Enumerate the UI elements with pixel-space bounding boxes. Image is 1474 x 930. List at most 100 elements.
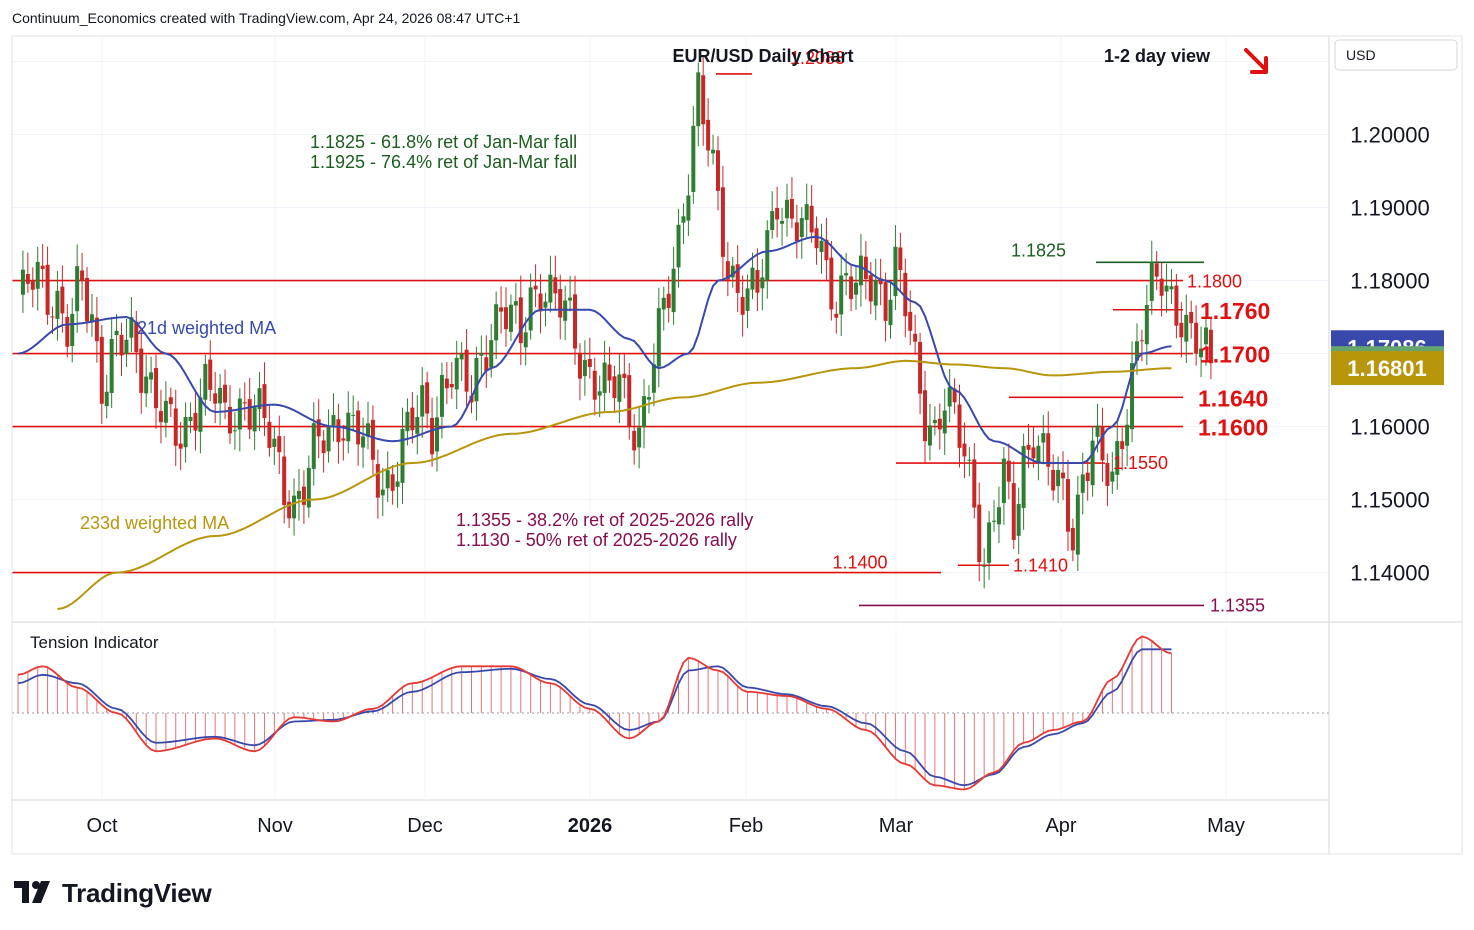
candle-body bbox=[883, 282, 888, 321]
candle-body bbox=[987, 522, 992, 563]
candle-body bbox=[661, 297, 666, 310]
candle-body bbox=[518, 297, 523, 344]
candle-body bbox=[400, 429, 405, 483]
candle-body bbox=[351, 414, 356, 416]
candle-body bbox=[218, 387, 223, 404]
candle-body bbox=[794, 222, 799, 242]
candle-body bbox=[829, 257, 834, 310]
candle-body bbox=[395, 481, 400, 487]
candle-body bbox=[439, 374, 444, 417]
candle-body bbox=[696, 72, 701, 127]
ma-label: 21d weighted MA bbox=[137, 318, 276, 338]
candle-body bbox=[454, 357, 459, 390]
tradingview-brand[interactable]: TradingView bbox=[14, 876, 212, 910]
candle-body bbox=[390, 474, 395, 491]
candle-body bbox=[577, 352, 582, 379]
candle-body bbox=[168, 397, 173, 405]
candle-body bbox=[1001, 458, 1006, 503]
candle-body bbox=[134, 321, 139, 353]
candle-body bbox=[375, 464, 380, 498]
candle-body bbox=[863, 256, 868, 279]
time-tick-label: Nov bbox=[257, 815, 293, 837]
candle-body bbox=[528, 287, 533, 331]
candle-body bbox=[1134, 341, 1139, 361]
candle-body bbox=[1031, 447, 1036, 459]
candle-body bbox=[932, 420, 937, 424]
candle-body bbox=[420, 385, 425, 417]
time-tick-label: Mar bbox=[879, 815, 914, 837]
candle-body bbox=[361, 436, 366, 448]
candle-body bbox=[173, 408, 178, 446]
candle-body bbox=[646, 397, 651, 400]
candle-body bbox=[1095, 425, 1100, 437]
candle-body bbox=[144, 376, 149, 394]
candle-body bbox=[952, 388, 957, 403]
candle-body bbox=[504, 307, 509, 330]
time-tick-label: Oct bbox=[86, 815, 118, 837]
tension-fast-line bbox=[17, 635, 1172, 791]
candle-body bbox=[499, 307, 504, 312]
candle-body bbox=[183, 417, 188, 448]
candles bbox=[20, 56, 1213, 589]
candle-body bbox=[1120, 441, 1125, 450]
chart-attribution: Continuum_Economics created with Trading… bbox=[12, 10, 521, 26]
candle-body bbox=[30, 281, 35, 290]
candle-body bbox=[1070, 527, 1075, 551]
candle-body bbox=[1026, 444, 1031, 450]
tension-indicator bbox=[12, 635, 1329, 791]
candle-body bbox=[1006, 460, 1011, 482]
candle-body bbox=[163, 400, 168, 423]
brand-name: TradingView bbox=[62, 877, 212, 908]
candle-body bbox=[380, 489, 385, 496]
price-tick-label: 1.14000 bbox=[1350, 561, 1430, 586]
candle-body bbox=[282, 456, 287, 506]
candle-body bbox=[957, 404, 962, 448]
candle-body bbox=[435, 417, 439, 452]
time-tick-label: 2026 bbox=[568, 815, 613, 837]
price-axis[interactable]: 1.210001.200001.190001.180001.170001.160… bbox=[1331, 39, 1458, 586]
price-tag-label: 1.16801 bbox=[1347, 356, 1427, 381]
candle-body bbox=[1203, 327, 1208, 345]
candle-body bbox=[839, 275, 844, 315]
candle-body bbox=[893, 246, 898, 297]
candle-body bbox=[671, 268, 676, 313]
candle-body bbox=[637, 427, 642, 448]
candle-body bbox=[898, 247, 903, 271]
candle-body bbox=[720, 187, 725, 257]
candle-body bbox=[65, 317, 70, 347]
candle-body bbox=[1199, 348, 1204, 358]
candle-body bbox=[75, 266, 80, 312]
candle-body bbox=[513, 301, 518, 306]
candle-body bbox=[346, 412, 351, 442]
candle-body bbox=[296, 490, 301, 499]
moving-averages bbox=[17, 235, 1172, 610]
candle-body bbox=[336, 419, 341, 443]
tradingview-logo-icon bbox=[14, 881, 50, 903]
candle-body bbox=[602, 362, 607, 393]
candle-body bbox=[306, 467, 311, 508]
level-label: 1.1700 bbox=[1200, 342, 1270, 368]
candle-body bbox=[316, 419, 321, 437]
candle-body bbox=[489, 340, 494, 368]
candle-body bbox=[139, 348, 144, 393]
candle-body bbox=[365, 423, 370, 437]
candle-body bbox=[341, 438, 346, 441]
candle-body bbox=[553, 277, 558, 294]
chart-frame bbox=[11, 35, 1463, 855]
time-tick-label: May bbox=[1207, 815, 1245, 837]
candle-body bbox=[765, 230, 770, 281]
candle-body bbox=[962, 443, 967, 457]
candle-body bbox=[632, 430, 637, 451]
candle-body bbox=[80, 270, 85, 282]
candle-body bbox=[321, 440, 326, 454]
candle-body bbox=[582, 359, 587, 377]
time-axis[interactable]: Oct Nov Dec 2026 Feb Mar Apr May bbox=[86, 815, 1244, 837]
candle-body bbox=[149, 372, 154, 380]
candle-body bbox=[188, 416, 193, 422]
candle-body bbox=[1164, 285, 1169, 292]
candle-body bbox=[232, 430, 237, 432]
candle-body bbox=[292, 495, 297, 519]
candle-body bbox=[227, 406, 232, 434]
chart-border bbox=[11, 35, 1463, 855]
